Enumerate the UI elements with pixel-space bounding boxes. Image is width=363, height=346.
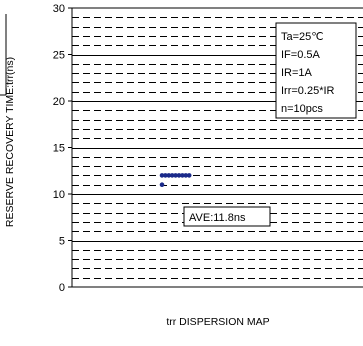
y-tick-label: 15 [53, 143, 65, 155]
data-point [166, 173, 172, 178]
y-tick-label: 0 [59, 282, 65, 294]
condition-if: IF=0.5A [281, 49, 320, 61]
y-tick-label: 5 [59, 236, 65, 248]
x-axis-title: trr DISPERSION MAP [166, 316, 269, 328]
plot-area-frame [71, 7, 363, 288]
average-box: AVE:11.8ns [183, 206, 271, 227]
data-point [186, 173, 192, 178]
data-point [163, 173, 168, 178]
y-axis-title: RESERVE RECOVERY TIME:trr(ns) [4, 57, 16, 227]
conditions-box: Ta=25℃ IF=0.5A IR=1A Irr=0.25*IR n=10pcs [275, 22, 357, 119]
data-point [173, 173, 178, 178]
y-tick-label: 30 [53, 3, 65, 15]
condition-irr: Irr=0.25*IR [281, 85, 335, 97]
data-point [169, 173, 175, 178]
data-point [176, 173, 182, 178]
y-tick-label: 20 [53, 96, 65, 108]
data-point [180, 173, 185, 178]
y-tick-label: 25 [53, 50, 65, 62]
y-tick-label: 10 [53, 189, 65, 201]
data-point [183, 173, 189, 178]
data-point [159, 173, 165, 178]
y-tick-labels: 0 5 10 15 20 25 30 [53, 3, 72, 294]
data-point [159, 182, 165, 187]
condition-ta: Ta=25℃ [281, 31, 324, 43]
condition-n: n=10pcs [281, 103, 323, 115]
condition-ir: IR=1A [281, 67, 313, 79]
data-points [159, 173, 192, 187]
average-label: AVE:11.8ns [189, 212, 246, 224]
